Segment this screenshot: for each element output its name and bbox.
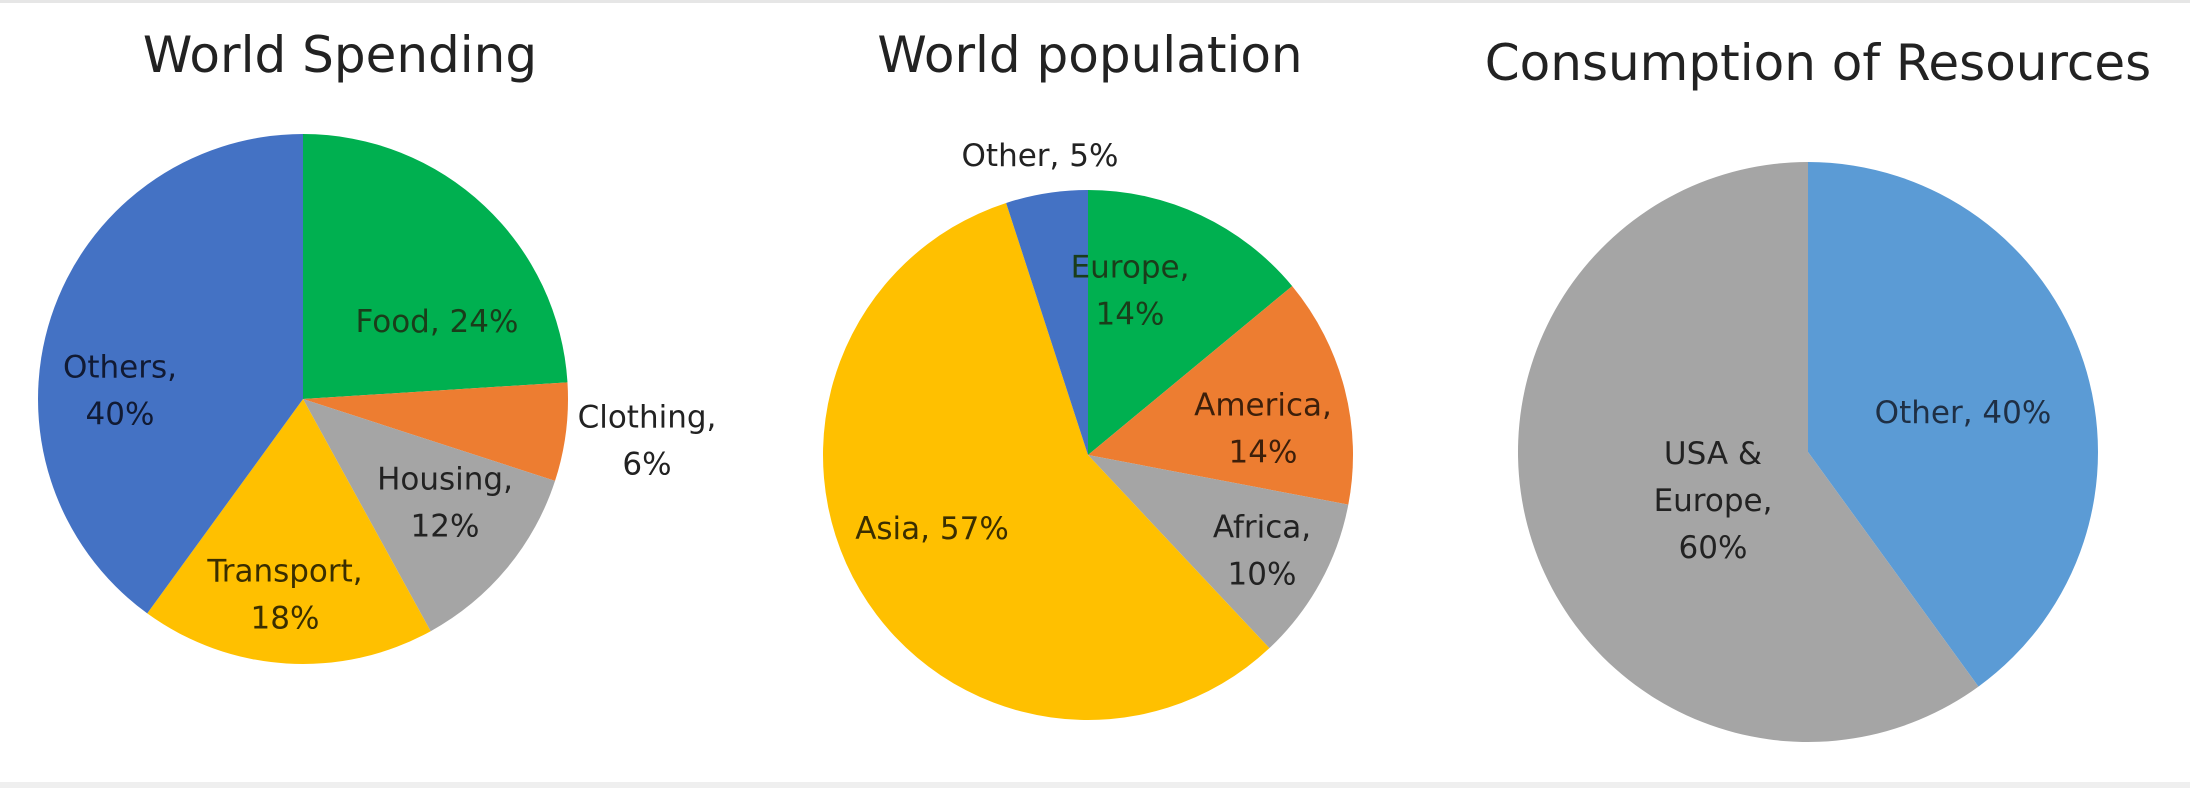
pie-slice-housing	[303, 399, 556, 632]
data-label-line: Others,	[63, 350, 177, 386]
data-label-line: Other, 5%	[962, 138, 1119, 174]
data-label: Clothing, 6%	[578, 400, 717, 483]
top-border	[0, 0, 2190, 3]
data-label-line: America,	[1194, 388, 1332, 424]
data-label: Others, 40%	[63, 350, 177, 433]
data-label-line: 14%	[1229, 435, 1298, 471]
chart-world-spending: World Spending Food, 24% Clothing, 6% Housi…	[38, 26, 716, 664]
data-label: Transport, 18%	[206, 554, 362, 637]
data-label-line: 40%	[86, 397, 155, 433]
data-label-line: Europe,	[1071, 250, 1190, 286]
pie-slice-usa-europe	[1517, 161, 1979, 742]
pie-slice-others	[38, 134, 303, 614]
data-label-line: 10%	[1228, 557, 1297, 593]
pie-slice-europe	[1088, 190, 1293, 455]
data-label-line: Asia, 57%	[855, 511, 1009, 547]
pie-labels: Europe, 14% America, 14% Africa, 10% Asia, 57%…	[855, 138, 1332, 593]
data-label: Other, 40%	[1875, 395, 2052, 431]
pie-slices	[38, 134, 569, 664]
pie-slice-other	[1808, 162, 2098, 687]
pie-slice-food	[303, 134, 568, 399]
data-label-line: Transport,	[206, 554, 362, 590]
data-label: Europe, 14%	[1071, 250, 1190, 333]
pie-labels: Food, 24% Clothing, 6% Housing, 12% Transport…	[63, 304, 716, 637]
data-label-line: 60%	[1679, 530, 1748, 566]
pie-slice-clothing	[303, 382, 569, 481]
data-label-line: 12%	[411, 509, 480, 545]
data-label: Food, 24%	[356, 304, 519, 340]
pie-slice-asia	[822, 202, 1270, 721]
bottom-border	[0, 782, 2190, 788]
chart-title: World population	[877, 26, 1302, 84]
data-label-line: 6%	[622, 447, 671, 483]
data-label: America, 14%	[1194, 388, 1332, 471]
data-label-line: Housing,	[377, 462, 513, 498]
chart-world-population: World population Europe, 14% America, 14% Af…	[822, 26, 1354, 721]
data-label: Asia, 57%	[855, 511, 1009, 547]
data-label-line: Food, 24%	[356, 304, 519, 340]
chart-title: Consumption of Resources	[1485, 34, 2151, 92]
data-label-line: 18%	[251, 601, 320, 637]
pie-slice-other	[1006, 190, 1088, 455]
chart-title: World Spending	[143, 26, 537, 84]
pie-slice-africa	[1088, 455, 1349, 649]
pie-slices	[1517, 161, 2098, 742]
data-label: Housing, 12%	[377, 462, 513, 545]
pie-labels: Other, 40% USA & Europe, 60%	[1654, 395, 2052, 566]
data-label: Africa, 10%	[1213, 510, 1311, 593]
data-label-line: Europe,	[1654, 483, 1773, 519]
pie-slice-transport	[147, 399, 431, 664]
pie-slice-america	[1088, 286, 1354, 505]
chart-consumption-of-resources: Consumption of Resources Other, 40% USA &…	[1485, 34, 2151, 742]
data-label-line: Africa,	[1213, 510, 1311, 546]
data-label: Other, 5%	[962, 138, 1119, 174]
data-label: USA & Europe, 60%	[1654, 436, 1773, 566]
pie-slices	[822, 190, 1354, 721]
data-label-line: USA &	[1664, 436, 1762, 472]
data-label-line: 14%	[1096, 297, 1165, 333]
data-label-line: Clothing,	[578, 400, 717, 436]
data-label-line: Other, 40%	[1875, 395, 2052, 431]
